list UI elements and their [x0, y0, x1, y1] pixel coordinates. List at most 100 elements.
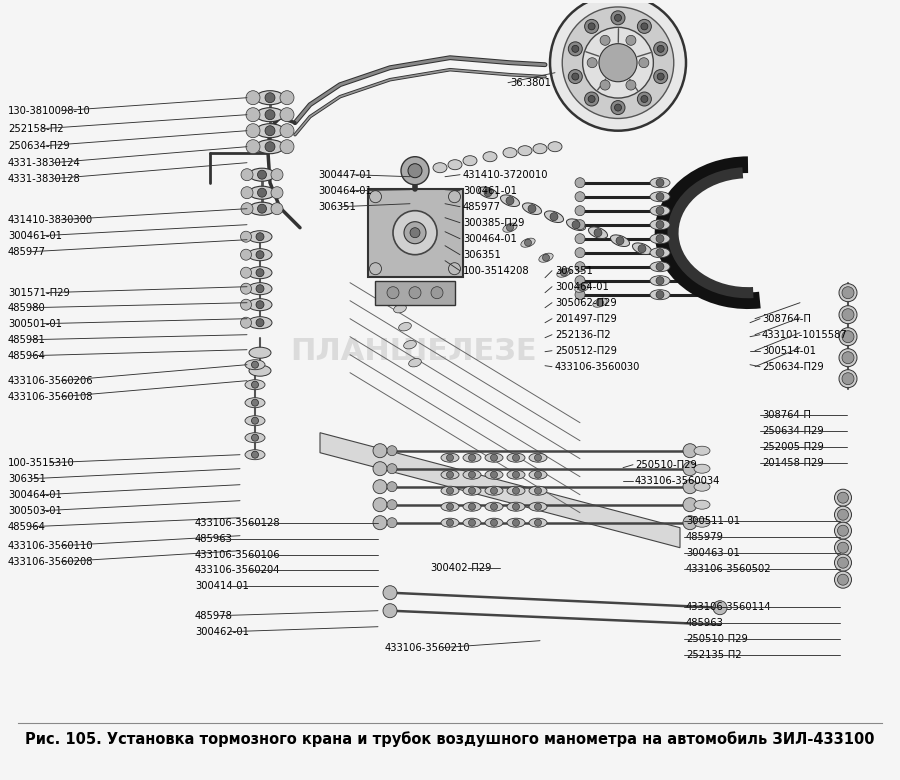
Ellipse shape: [539, 254, 554, 262]
Circle shape: [271, 168, 283, 181]
Ellipse shape: [529, 453, 547, 463]
Ellipse shape: [485, 518, 503, 527]
Circle shape: [838, 557, 849, 568]
Ellipse shape: [507, 518, 525, 527]
Text: 250634-П29: 250634-П29: [762, 362, 824, 372]
Circle shape: [469, 454, 475, 461]
Circle shape: [265, 110, 275, 119]
Circle shape: [265, 93, 275, 103]
Circle shape: [626, 80, 636, 90]
Ellipse shape: [694, 464, 710, 473]
Text: ПЛАНШЕЛЕЗЕ: ПЛАНШЕЛЕЗЕ: [291, 338, 537, 367]
Circle shape: [656, 263, 664, 271]
Text: 250634-П29: 250634-П29: [762, 426, 824, 436]
Circle shape: [641, 95, 648, 102]
Ellipse shape: [249, 186, 275, 199]
Circle shape: [241, 203, 253, 215]
Ellipse shape: [441, 502, 459, 511]
Ellipse shape: [485, 470, 503, 479]
Ellipse shape: [463, 502, 481, 511]
Circle shape: [838, 542, 849, 553]
Circle shape: [656, 291, 664, 299]
Circle shape: [585, 20, 598, 34]
Circle shape: [600, 35, 610, 45]
Ellipse shape: [383, 268, 396, 277]
Circle shape: [240, 231, 251, 243]
Circle shape: [575, 178, 585, 188]
Circle shape: [543, 254, 550, 261]
Circle shape: [256, 285, 264, 292]
Circle shape: [446, 488, 454, 495]
Text: 201458-П29: 201458-П29: [762, 458, 824, 468]
Ellipse shape: [610, 235, 630, 246]
Circle shape: [256, 250, 264, 259]
Circle shape: [251, 361, 258, 368]
Circle shape: [251, 417, 258, 424]
Bar: [375, 281, 455, 305]
Text: 300503-01: 300503-01: [8, 505, 62, 516]
Circle shape: [575, 275, 585, 285]
Circle shape: [387, 445, 397, 456]
Circle shape: [370, 263, 382, 275]
Circle shape: [491, 488, 498, 495]
Text: 306351: 306351: [555, 266, 593, 275]
Ellipse shape: [839, 306, 857, 324]
Text: 300464-01: 300464-01: [8, 490, 62, 500]
Circle shape: [683, 498, 697, 512]
Ellipse shape: [409, 359, 421, 367]
Circle shape: [240, 249, 251, 261]
Text: 300464-01: 300464-01: [555, 282, 609, 292]
Text: 300511-01: 300511-01: [686, 516, 740, 526]
Text: 433101-1015587: 433101-1015587: [762, 330, 848, 340]
Text: 252135-П2: 252135-П2: [686, 650, 742, 660]
Circle shape: [265, 142, 275, 151]
Circle shape: [594, 229, 602, 236]
Circle shape: [387, 518, 397, 528]
Ellipse shape: [839, 349, 857, 367]
Text: 433106-3560106: 433106-3560106: [195, 550, 281, 560]
Ellipse shape: [839, 328, 857, 346]
Ellipse shape: [441, 470, 459, 479]
Circle shape: [373, 498, 387, 512]
Circle shape: [588, 95, 595, 102]
Circle shape: [626, 35, 636, 45]
Circle shape: [246, 108, 260, 122]
Circle shape: [241, 186, 253, 199]
Text: 301571-П29: 301571-П29: [8, 288, 70, 298]
Ellipse shape: [650, 275, 670, 285]
Circle shape: [387, 500, 397, 509]
Circle shape: [568, 42, 582, 56]
Circle shape: [446, 471, 454, 478]
Circle shape: [653, 42, 668, 56]
Circle shape: [579, 284, 586, 291]
Ellipse shape: [529, 502, 547, 511]
Ellipse shape: [249, 365, 271, 376]
Circle shape: [383, 586, 397, 600]
Circle shape: [446, 519, 454, 526]
Circle shape: [572, 221, 580, 229]
Circle shape: [271, 203, 283, 215]
Circle shape: [575, 234, 585, 243]
Circle shape: [446, 454, 454, 461]
Circle shape: [575, 248, 585, 257]
Ellipse shape: [463, 453, 481, 463]
Text: 433106-3560206: 433106-3560206: [8, 376, 94, 385]
Text: Рис. 105. Установка тормозного крана и трубок воздушного манометра на автомобиль: Рис. 105. Установка тормозного крана и т…: [25, 732, 875, 747]
Circle shape: [585, 92, 598, 106]
Circle shape: [257, 204, 266, 213]
Circle shape: [240, 268, 251, 278]
Ellipse shape: [839, 370, 857, 388]
Ellipse shape: [503, 147, 517, 158]
Circle shape: [240, 283, 251, 294]
Circle shape: [568, 69, 582, 83]
Circle shape: [512, 471, 519, 478]
Text: 300464-01: 300464-01: [463, 234, 517, 243]
Ellipse shape: [249, 202, 275, 215]
Circle shape: [842, 309, 854, 321]
Circle shape: [401, 157, 429, 185]
Circle shape: [280, 124, 294, 138]
Circle shape: [528, 204, 536, 213]
Ellipse shape: [256, 108, 284, 122]
Text: 306351: 306351: [8, 473, 46, 484]
Ellipse shape: [245, 416, 265, 426]
